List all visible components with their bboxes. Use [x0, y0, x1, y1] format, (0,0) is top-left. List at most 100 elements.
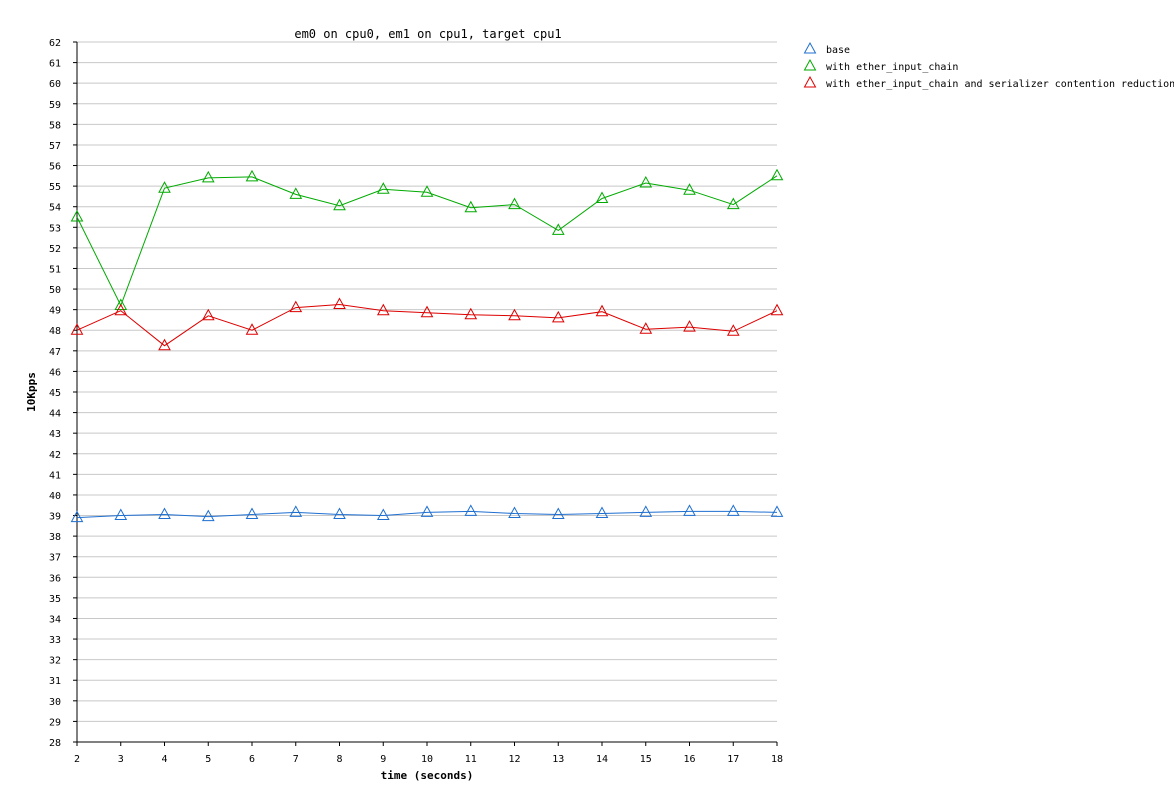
- y-tick-label: 43: [49, 429, 61, 440]
- y-ticks: 28 29 30 31 32 33 34 35 36 37 38 39 40 41 42 43 44 45 46 47…: [49, 38, 77, 749]
- y-tick-label: 48: [49, 326, 61, 337]
- data-point-marker: [158, 181, 171, 193]
- data-point-marker: [376, 182, 390, 194]
- y-tick-label: 40: [49, 491, 61, 502]
- data-point-marker: [595, 191, 609, 203]
- data-point-marker: [683, 183, 696, 195]
- y-tick-label: 58: [49, 120, 61, 131]
- x-tick-label: 15: [640, 754, 652, 765]
- data-point-marker: [245, 169, 259, 182]
- data-point-marker: [289, 505, 303, 517]
- y-tick-label: 31: [49, 676, 61, 687]
- data-point-marker: [70, 209, 84, 222]
- legend-item: base: [803, 41, 850, 56]
- y-tick-label: 41: [49, 470, 61, 481]
- data-point-marker: [726, 197, 740, 210]
- data-point-marker: [464, 307, 478, 320]
- x-tick-label: 3: [118, 754, 124, 765]
- y-tick-label: 34: [49, 614, 61, 625]
- y-tick-label: 33: [49, 635, 61, 646]
- series-0: [70, 504, 784, 523]
- grid-lines: [77, 41, 777, 743]
- y-tick-label: 46: [49, 367, 61, 378]
- y-tick-label: 61: [49, 59, 61, 70]
- data-point-marker: [508, 308, 521, 321]
- x-tick-label: 13: [552, 754, 564, 765]
- data-point-marker: [551, 310, 565, 323]
- series-1: [70, 168, 784, 310]
- y-tick-label: 28: [49, 738, 61, 749]
- data-point-marker: [333, 507, 346, 519]
- data-point-marker: [333, 198, 346, 211]
- x-tick-label: 8: [336, 754, 342, 765]
- y-tick-label: 38: [49, 532, 61, 543]
- y-tick-label: 37: [49, 553, 61, 564]
- legend-marker: [803, 58, 817, 71]
- data-point-marker: [114, 298, 128, 310]
- y-tick-label: 49: [49, 306, 61, 317]
- y-tick-label: 52: [49, 244, 61, 255]
- x-tick-label: 18: [771, 754, 783, 765]
- data-point-marker: [289, 187, 303, 199]
- y-tick-label: 53: [49, 223, 61, 234]
- x-tick-label: 7: [293, 754, 299, 765]
- data-point-marker: [333, 297, 346, 309]
- data-point-marker: [245, 323, 259, 335]
- y-tick-label: 59: [49, 100, 61, 111]
- data-point-marker: [683, 504, 696, 516]
- y-tick-label: 51: [49, 264, 61, 275]
- legend-label: with ether_input_chain: [826, 62, 958, 73]
- x-tick-label: 2: [74, 754, 80, 765]
- data-point-marker: [158, 507, 171, 519]
- y-tick-label: 47: [49, 347, 61, 358]
- legend-label: base: [826, 45, 850, 56]
- data-point-marker: [595, 506, 609, 518]
- y-tick-label: 60: [49, 79, 61, 90]
- data-point-marker: [508, 506, 521, 518]
- data-point-marker: [420, 505, 434, 517]
- x-tick-label: 16: [683, 754, 695, 765]
- data-point-marker: [770, 168, 784, 181]
- y-tick-label: 50: [49, 285, 61, 296]
- data-point-marker: [158, 338, 171, 351]
- y-tick-label: 44: [49, 409, 61, 420]
- x-axis-label: time (seconds): [381, 769, 474, 782]
- series-lines: [70, 168, 784, 523]
- y-tick-label: 42: [49, 450, 61, 461]
- series-line: [76, 510, 778, 519]
- data-point-marker: [376, 303, 390, 316]
- x-tick-label: 11: [465, 754, 477, 765]
- legend-item: with ether_input_chain: [803, 58, 958, 73]
- data-point-marker: [201, 170, 215, 183]
- y-tick-label: 36: [49, 573, 61, 584]
- data-point-marker: [508, 197, 521, 210]
- x-tick-label: 12: [508, 754, 520, 765]
- x-ticks: 2 3 4 5 6 7 8 9 10 11 12 13 14 15 16 17 18: [74, 742, 783, 765]
- y-tick-label: 54: [49, 203, 61, 214]
- y-tick-label: 45: [49, 388, 61, 399]
- data-point-marker: [726, 504, 740, 516]
- y-tick-label: 62: [49, 38, 61, 49]
- y-tick-label: 35: [49, 594, 61, 605]
- series-2: [70, 297, 784, 351]
- data-point-marker: [70, 510, 84, 523]
- data-point-marker: [683, 320, 696, 332]
- data-point-marker: [114, 303, 128, 316]
- data-point-marker: [114, 508, 128, 520]
- data-point-marker: [639, 505, 653, 517]
- data-point-marker: [770, 505, 784, 517]
- legend-marker: [803, 41, 817, 54]
- data-point-marker: [376, 508, 390, 520]
- data-point-marker: [201, 308, 215, 321]
- data-point-marker: [595, 304, 609, 317]
- x-tick-label: 9: [380, 754, 386, 765]
- x-tick-label: 10: [421, 754, 433, 765]
- x-tick-label: 17: [727, 754, 739, 765]
- chart-title: em0 on cpu0, em1 on cpu1, target cpu1: [294, 27, 561, 41]
- data-point-marker: [245, 507, 259, 519]
- data-point-marker: [420, 305, 434, 318]
- data-point-marker: [639, 175, 653, 188]
- series-line: [76, 175, 778, 307]
